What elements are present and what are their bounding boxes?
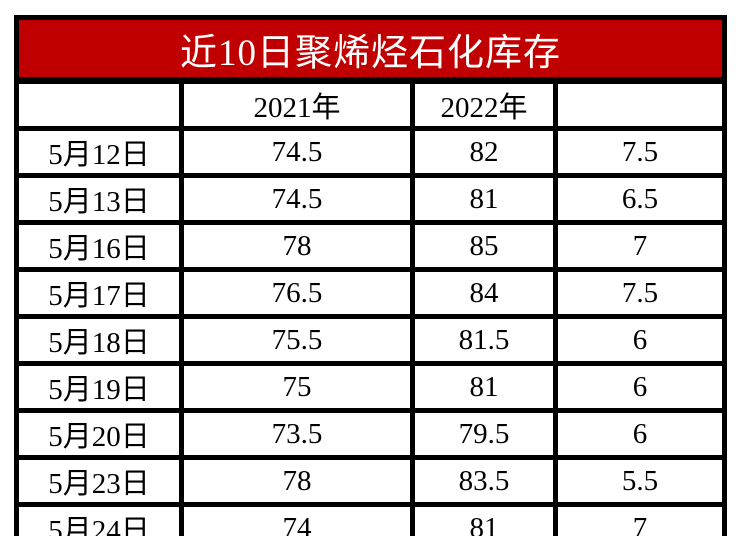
inventory-table: 近10日聚烯烃石化库存 2021年 2022年 5月12日 74.5 82 7.… [14,15,727,536]
value-2021-cell: 74.5 [179,126,415,178]
table-header-row: 2021年 2022年 [14,78,727,131]
diff-cell: 6.5 [553,173,727,225]
table-row: 5月17日 76.5 84 7.5 [14,267,727,319]
value-2021-cell: 78 [179,455,415,507]
table-row: 5月18日 75.5 81.5 6 [14,314,727,366]
date-cell: 5月18日 [14,314,184,366]
value-2022-cell: 81.5 [410,314,558,366]
value-2021-cell: 75 [179,361,415,413]
date-cell: 5月17日 [14,267,184,319]
value-2022-cell: 85 [410,220,558,272]
table-row: 5月13日 74.5 81 6.5 [14,173,727,225]
value-2022-cell: 81 [410,173,558,225]
table-row: 5月23日 78 83.5 5.5 [14,455,727,507]
date-cell: 5月16日 [14,220,184,272]
value-2021-cell: 76.5 [179,267,415,319]
value-2022-cell: 81 [410,361,558,413]
value-2022-cell: 79.5 [410,408,558,460]
header-cell-blank-left [14,78,184,131]
value-2022-cell: 84 [410,267,558,319]
header-cell-2022: 2022年 [410,78,558,131]
table-row: 5月19日 75 81 6 [14,361,727,413]
date-cell: 5月12日 [14,126,184,178]
value-2021-cell: 73.5 [179,408,415,460]
diff-cell: 5.5 [553,455,727,507]
diff-cell: 7 [553,502,727,536]
header-cell-blank-right [553,78,727,131]
value-2021-cell: 78 [179,220,415,272]
table-row: 5月12日 74.5 82 7.5 [14,126,727,178]
value-2022-cell: 81 [410,502,558,536]
table-row: 5月16日 78 85 7 [14,220,727,272]
value-2021-cell: 74 [179,502,415,536]
date-cell: 5月23日 [14,455,184,507]
date-cell: 5月24日 [14,502,184,536]
table-row: 5月20日 73.5 79.5 6 [14,408,727,460]
date-cell: 5月19日 [14,361,184,413]
diff-cell: 6 [553,408,727,460]
table-row: 5月24日 74 81 7 [14,502,727,536]
table-title: 近10日聚烯烃石化库存 [14,15,727,84]
value-2021-cell: 74.5 [179,173,415,225]
table-title-row: 近10日聚烯烃石化库存 [14,15,727,84]
diff-cell: 6 [553,314,727,366]
date-cell: 5月20日 [14,408,184,460]
diff-cell: 7 [553,220,727,272]
value-2022-cell: 83.5 [410,455,558,507]
header-cell-2021: 2021年 [179,78,415,131]
date-cell: 5月13日 [14,173,184,225]
diff-cell: 7.5 [553,126,727,178]
value-2021-cell: 75.5 [179,314,415,366]
diff-cell: 6 [553,361,727,413]
value-2022-cell: 82 [410,126,558,178]
diff-cell: 7.5 [553,267,727,319]
